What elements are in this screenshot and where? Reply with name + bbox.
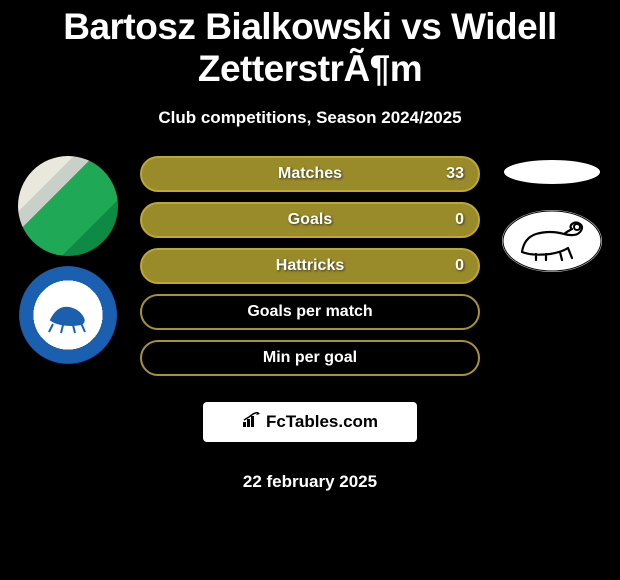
stat-label: Goals per match — [247, 303, 372, 321]
white-ellipse-icon — [504, 160, 600, 184]
stat-label: Min per goal — [263, 349, 357, 367]
stat-bar-matches: Matches 33 — [140, 156, 480, 192]
stat-value: 0 — [455, 211, 464, 229]
page-title: Bartosz Bialkowski vs Widell ZetterstrÃ¶… — [0, 0, 620, 90]
right-column — [492, 156, 612, 272]
ram-icon — [502, 210, 602, 272]
stat-label: Hattricks — [276, 257, 344, 275]
fctables-text: FcTables.com — [266, 412, 378, 432]
stat-bar-hattricks: Hattricks 0 — [140, 248, 480, 284]
left-column — [8, 156, 128, 364]
millwall-badge — [19, 266, 117, 364]
fctables-logo: FcTables.com — [203, 402, 417, 442]
stat-bar-min-per-goal: Min per goal — [140, 340, 480, 376]
lion-icon — [43, 290, 93, 340]
stat-value: 33 — [446, 165, 464, 183]
stats-column: Matches 33 Goals 0 Hattricks 0 Goals per… — [128, 156, 492, 492]
stat-bar-goals-per-match: Goals per match — [140, 294, 480, 330]
date-text: 22 february 2025 — [243, 472, 377, 492]
derby-county-badge — [502, 210, 602, 272]
stat-label: Matches — [278, 165, 342, 183]
subtitle: Club competitions, Season 2024/2025 — [0, 108, 620, 128]
stat-bar-goals: Goals 0 — [140, 202, 480, 238]
stat-value: 0 — [455, 257, 464, 275]
content-row: Matches 33 Goals 0 Hattricks 0 Goals per… — [0, 156, 620, 492]
player-avatar-left — [18, 156, 118, 256]
chart-icon — [242, 412, 262, 433]
stat-label: Goals — [288, 211, 332, 229]
